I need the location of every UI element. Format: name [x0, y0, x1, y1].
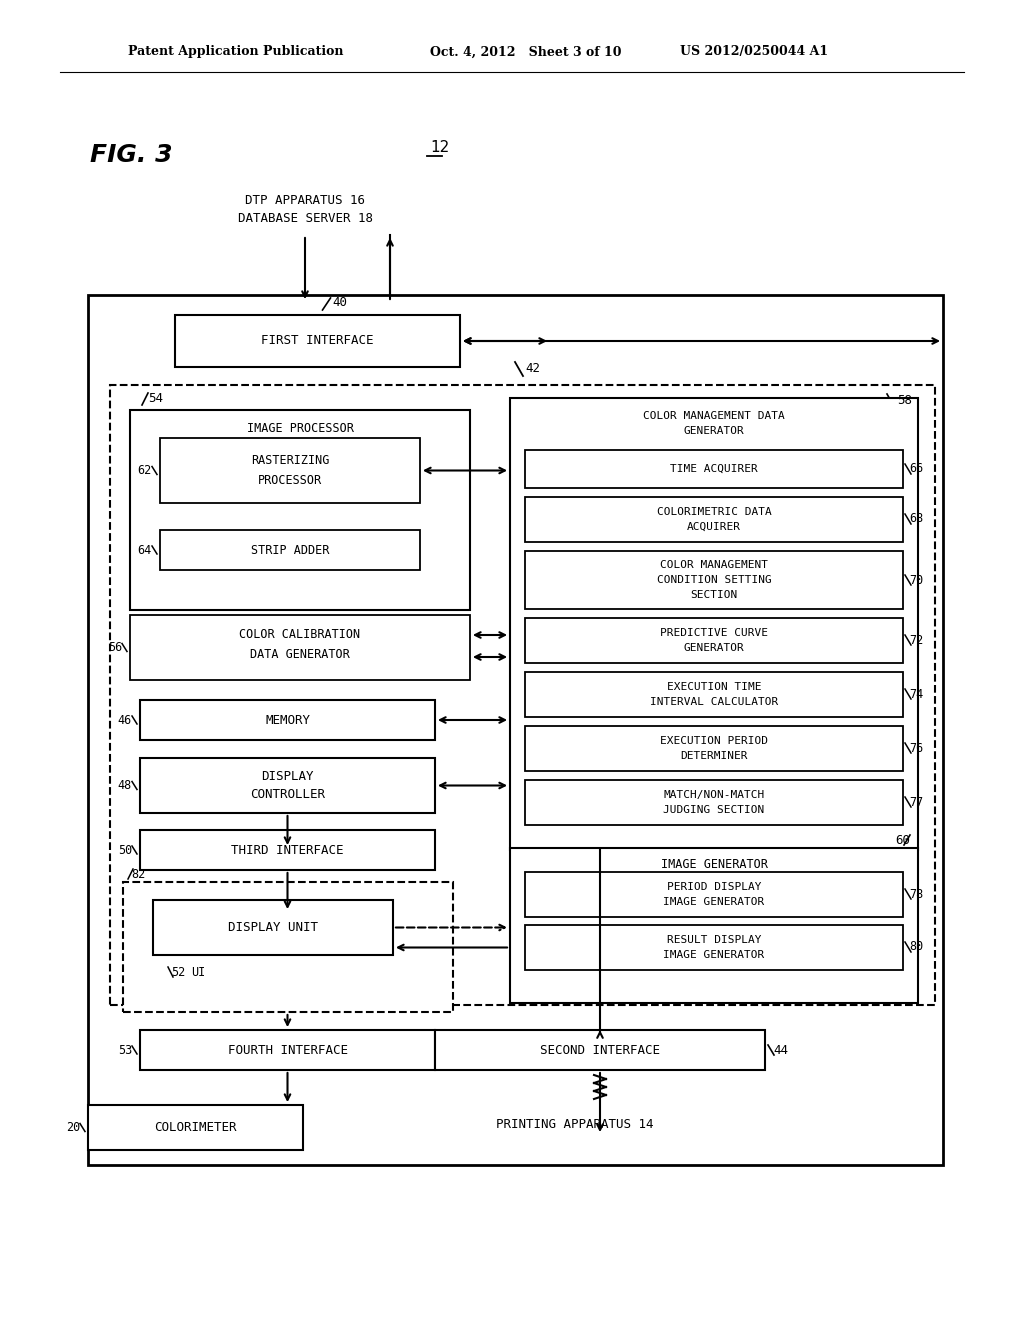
- Bar: [110, 385, 935, 1005]
- Text: RESULT DISPLAY: RESULT DISPLAY: [667, 935, 761, 945]
- Text: 40: 40: [333, 296, 347, 309]
- Text: JUDGING SECTION: JUDGING SECTION: [664, 805, 765, 814]
- Text: 76: 76: [909, 742, 924, 755]
- Text: ACQUIRER: ACQUIRER: [687, 521, 741, 532]
- Text: EXECUTION TIME: EXECUTION TIME: [667, 682, 761, 692]
- Text: 52: 52: [171, 966, 185, 979]
- Text: 48: 48: [118, 779, 132, 792]
- Text: Oct. 4, 2012   Sheet 3 of 10: Oct. 4, 2012 Sheet 3 of 10: [430, 45, 622, 58]
- Text: 64: 64: [138, 544, 152, 557]
- Bar: [525, 618, 903, 663]
- Bar: [160, 531, 420, 570]
- Bar: [140, 700, 435, 741]
- Text: IMAGE GENERATOR: IMAGE GENERATOR: [664, 898, 765, 907]
- Text: DATABASE SERVER 18: DATABASE SERVER 18: [238, 211, 373, 224]
- Text: COLOR MANAGEMENT DATA: COLOR MANAGEMENT DATA: [643, 411, 784, 421]
- Text: DETERMINER: DETERMINER: [680, 751, 748, 762]
- Text: DTP APPARATUS 16: DTP APPARATUS 16: [245, 194, 365, 206]
- Text: IMAGE PROCESSOR: IMAGE PROCESSOR: [247, 421, 353, 434]
- Bar: [525, 550, 903, 609]
- Text: COLOR MANAGEMENT: COLOR MANAGEMENT: [660, 560, 768, 570]
- Bar: [140, 758, 435, 813]
- Bar: [435, 1030, 765, 1071]
- Text: TIME ACQUIRER: TIME ACQUIRER: [670, 465, 758, 474]
- Text: IMAGE GENERATOR: IMAGE GENERATOR: [664, 950, 765, 960]
- Text: 44: 44: [773, 1044, 788, 1056]
- Text: PREDICTIVE CURVE: PREDICTIVE CURVE: [660, 628, 768, 638]
- Text: IMAGE GENERATOR: IMAGE GENERATOR: [660, 858, 767, 871]
- Bar: [160, 438, 420, 503]
- Text: UI: UI: [191, 966, 205, 979]
- Text: 53: 53: [118, 1044, 132, 1056]
- Text: PRINTING APPARATUS 14: PRINTING APPARATUS 14: [497, 1118, 653, 1131]
- Text: SECTION: SECTION: [690, 590, 737, 601]
- Text: DATA GENERATOR: DATA GENERATOR: [250, 648, 350, 661]
- Text: CONTROLLER: CONTROLLER: [250, 788, 325, 801]
- Bar: [525, 450, 903, 488]
- Text: 50: 50: [118, 843, 132, 857]
- Text: MATCH/NON-MATCH: MATCH/NON-MATCH: [664, 789, 765, 800]
- Text: SECOND INTERFACE: SECOND INTERFACE: [540, 1044, 660, 1056]
- Text: 56: 56: [108, 642, 122, 653]
- Bar: [88, 294, 943, 1166]
- Text: 78: 78: [909, 887, 924, 900]
- Text: 72: 72: [909, 634, 924, 647]
- Text: 66: 66: [909, 462, 924, 475]
- Text: PROCESSOR: PROCESSOR: [258, 474, 323, 487]
- Bar: [140, 1030, 435, 1071]
- Text: 82: 82: [131, 867, 145, 880]
- Text: COLORIMETRIC DATA: COLORIMETRIC DATA: [656, 507, 771, 517]
- Text: 12: 12: [430, 140, 450, 156]
- Bar: [510, 399, 918, 850]
- Bar: [525, 925, 903, 970]
- Bar: [525, 726, 903, 771]
- Text: 46: 46: [118, 714, 132, 726]
- Bar: [525, 498, 903, 543]
- Text: 58: 58: [897, 393, 912, 407]
- Text: RASTERIZING: RASTERIZING: [251, 454, 329, 466]
- Text: COLOR CALIBRATION: COLOR CALIBRATION: [240, 628, 360, 642]
- Text: 42: 42: [525, 362, 540, 375]
- Bar: [123, 882, 453, 1012]
- Text: 62: 62: [138, 465, 152, 477]
- Bar: [525, 672, 903, 717]
- Bar: [175, 315, 460, 367]
- Text: 74: 74: [909, 688, 924, 701]
- Text: 80: 80: [909, 940, 924, 953]
- Bar: [130, 615, 470, 680]
- Text: STRIP ADDER: STRIP ADDER: [251, 544, 329, 557]
- Bar: [140, 830, 435, 870]
- Bar: [88, 1105, 303, 1150]
- Text: COLORIMETER: COLORIMETER: [155, 1121, 237, 1134]
- Text: DISPLAY UNIT: DISPLAY UNIT: [228, 921, 318, 935]
- Bar: [153, 900, 393, 954]
- Text: Patent Application Publication: Patent Application Publication: [128, 45, 343, 58]
- Bar: [130, 411, 470, 610]
- Text: 60: 60: [895, 833, 910, 846]
- Text: 77: 77: [909, 796, 924, 808]
- Text: FOURTH INTERFACE: FOURTH INTERFACE: [227, 1044, 347, 1056]
- Bar: [525, 780, 903, 825]
- Text: THIRD INTERFACE: THIRD INTERFACE: [231, 843, 344, 857]
- Text: GENERATOR: GENERATOR: [684, 426, 744, 436]
- Text: 70: 70: [909, 573, 924, 586]
- Text: 68: 68: [909, 512, 924, 525]
- Bar: [510, 847, 918, 1003]
- Bar: [525, 873, 903, 917]
- Text: EXECUTION PERIOD: EXECUTION PERIOD: [660, 737, 768, 746]
- Text: FIG. 3: FIG. 3: [90, 143, 172, 168]
- Text: MEMORY: MEMORY: [265, 714, 310, 726]
- Text: US 2012/0250044 A1: US 2012/0250044 A1: [680, 45, 828, 58]
- Text: 20: 20: [66, 1121, 80, 1134]
- Text: 54: 54: [148, 392, 163, 404]
- Text: GENERATOR: GENERATOR: [684, 643, 744, 653]
- Text: INTERVAL CALCULATOR: INTERVAL CALCULATOR: [650, 697, 778, 708]
- Text: CONDITION SETTING: CONDITION SETTING: [656, 576, 771, 585]
- Text: DISPLAY: DISPLAY: [261, 770, 313, 783]
- Text: FIRST INTERFACE: FIRST INTERFACE: [261, 334, 374, 347]
- Text: PERIOD DISPLAY: PERIOD DISPLAY: [667, 882, 761, 892]
